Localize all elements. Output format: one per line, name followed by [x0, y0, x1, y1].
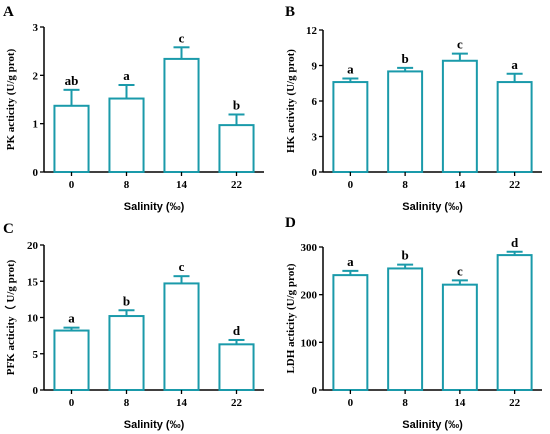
chart-panel-a: A 0 1 2 3 ab 0 a 8 c 14 b 22 Salinity (‰) PK acticity …: [3, 4, 264, 213]
y-tick-label: 1: [33, 119, 39, 131]
significance-label: c: [457, 263, 463, 278]
x-tick-label: 0: [69, 397, 75, 409]
significance-label: c: [179, 259, 185, 274]
y-tick-label: 0: [33, 385, 39, 397]
bar: [163, 57, 200, 173]
bar: [441, 283, 478, 392]
significance-label: d: [233, 323, 241, 338]
x-tick-label: 22: [509, 179, 521, 191]
bar: [108, 315, 145, 391]
y-tick-label: 20: [27, 240, 39, 252]
bar: [387, 70, 424, 173]
y-tick-label: 3: [312, 132, 318, 144]
x-axis-label: Salinity (‰): [124, 201, 185, 213]
y-tick-label: 300: [301, 242, 318, 254]
y-tick-label: 15: [27, 276, 39, 288]
x-tick-label: 0: [348, 397, 354, 409]
x-tick-label: 14: [176, 397, 188, 409]
x-tick-label: 22: [231, 179, 243, 191]
bar: [53, 329, 90, 391]
bar: [53, 104, 90, 173]
y-tick-label: 10: [27, 313, 39, 325]
x-axis-label: Salinity (‰): [402, 419, 463, 431]
y-tick-label: 0: [312, 167, 318, 179]
y-tick-label: 6: [312, 96, 318, 108]
y-tick-label: 0: [33, 167, 39, 179]
significance-label: b: [402, 248, 409, 263]
bar: [387, 267, 424, 392]
x-tick-label: 14: [176, 179, 188, 191]
y-axis-label: LDH acticity (U/g prot): [285, 263, 297, 373]
significance-label: a: [347, 62, 354, 77]
x-tick-label: 0: [348, 179, 354, 191]
y-axis-label: PFK acticity（ U/g prot): [4, 259, 17, 375]
bar: [163, 282, 200, 391]
bar: [332, 81, 369, 173]
panel-letter: C: [3, 221, 14, 237]
significance-label: c: [457, 37, 463, 52]
bar: [332, 274, 369, 391]
bar: [108, 97, 145, 173]
panel-letter: B: [285, 4, 295, 20]
x-tick-label: 8: [124, 179, 130, 191]
x-tick-label: 22: [231, 397, 243, 409]
significance-label: a: [347, 254, 354, 269]
significance-label: b: [233, 97, 240, 112]
bar: [496, 81, 533, 173]
x-axis-label: Salinity (‰): [124, 419, 185, 431]
y-tick-label: 200: [301, 290, 318, 302]
bar: [218, 124, 255, 174]
chart-panel-b: B 0 3 6 9 12 a 0 b 8 c 14 a 22 Salinity (‰) HK activity…: [285, 4, 542, 213]
x-tick-label: 22: [509, 397, 521, 409]
significance-label: b: [402, 51, 409, 66]
significance-label: d: [511, 235, 519, 250]
y-tick-label: 2: [33, 70, 39, 82]
x-tick-label: 8: [402, 179, 408, 191]
x-tick-label: 0: [69, 179, 75, 191]
y-axis-label: HK activity (U/g prot): [285, 49, 297, 153]
significance-label: a: [123, 68, 130, 83]
y-tick-label: 9: [312, 61, 318, 73]
x-axis-label: Salinity (‰): [402, 201, 463, 213]
panel-letter: A: [3, 4, 14, 20]
x-tick-label: 14: [454, 397, 466, 409]
significance-label: c: [179, 30, 185, 45]
bar: [441, 59, 478, 173]
y-axis-label: PK acticity (U/g prot): [5, 48, 17, 150]
panel-letter: D: [285, 215, 296, 231]
y-tick-label: 12: [306, 25, 318, 37]
chart-panel-c: C 0 5 10 15 20 a 0 b 8 c 14 d 22 Salinity (‰) PFK actic…: [3, 221, 264, 431]
bar: [218, 343, 255, 392]
y-tick-label: 5: [33, 349, 39, 361]
y-tick-label: 3: [33, 22, 39, 34]
significance-label: ab: [65, 73, 79, 88]
chart-panel-d: D 0 100 200 300 a 0 b 8 c 14 d 22 Salinity (‰) LDH act…: [285, 215, 542, 431]
y-tick-label: 0: [312, 385, 318, 397]
x-tick-label: 14: [454, 179, 466, 191]
x-tick-label: 8: [124, 397, 130, 409]
y-tick-label: 100: [301, 337, 318, 349]
bar: [496, 254, 533, 391]
significance-label: b: [123, 293, 130, 308]
x-tick-label: 8: [402, 397, 408, 409]
significance-label: a: [68, 311, 75, 326]
significance-label: a: [511, 57, 518, 72]
